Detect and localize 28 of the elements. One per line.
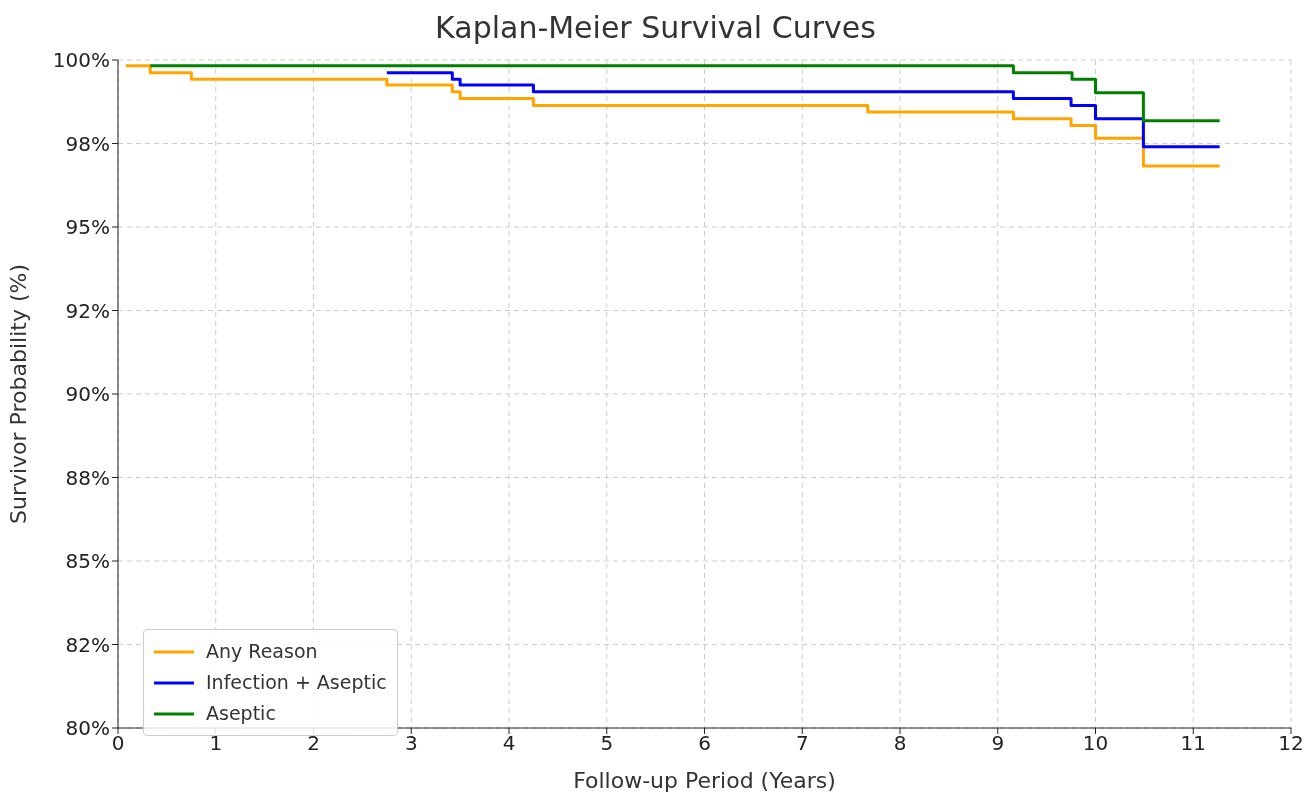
chart-title: Kaplan-Meier Survival Curves [434,9,877,47]
x-tick-label: 8 [893,731,907,756]
x-tick-label: 3 [404,731,418,756]
x-tick-label: 4 [502,731,516,756]
y-axis-title: Survivor Probability (%) [5,264,31,524]
x-tick-label: 2 [307,731,320,756]
y-tick-label: 92% [65,298,110,323]
y-tick-label: 100% [52,48,110,73]
x-tick-label: 11 [1180,731,1206,756]
x-axis-title: Follow-up Period (Years) [573,768,836,793]
legend-label: Any Reason [206,639,318,664]
x-tick-label: 12 [1278,731,1304,756]
x-tick-label: 1 [209,731,223,756]
y-tick-label: 88% [65,465,110,490]
legend-label: Infection + Aseptic [206,670,387,695]
x-tick-label: 9 [991,731,1005,756]
y-tick-label: 82% [65,632,110,657]
x-tick-label: 5 [600,731,614,756]
y-tick-label: 85% [65,549,110,574]
x-tick-label: 10 [1082,731,1109,756]
x-tick-label: 7 [795,731,809,756]
y-tick-label: 80% [65,716,110,741]
x-tick-label: 0 [111,731,125,756]
y-tick-label: 95% [65,215,110,240]
y-tick-label: 90% [65,382,110,407]
x-tick-label: 6 [698,731,711,756]
y-tick-label: 98% [65,131,110,156]
legend-label: Aseptic [206,701,276,726]
